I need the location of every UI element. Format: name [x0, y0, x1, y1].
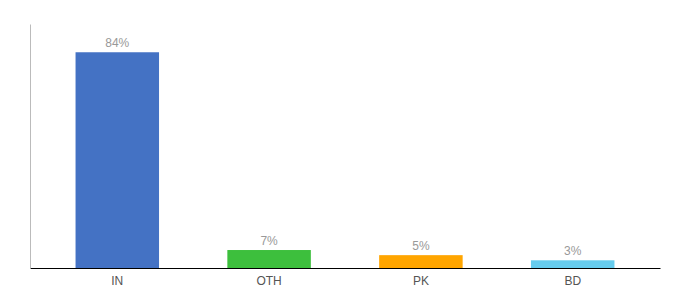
data-label: 84% [105, 36, 129, 50]
bar [76, 52, 159, 268]
x-tick: PK [413, 274, 429, 288]
data-label: 3% [564, 244, 582, 258]
x-tick-label: PK [413, 274, 429, 288]
bar [531, 260, 614, 268]
x-tick: IN [111, 274, 123, 288]
y-axis-line [30, 25, 31, 269]
x-axis: IN OTH PK BD [31, 269, 661, 288]
bar [227, 250, 310, 268]
bar [379, 255, 462, 268]
plot: IN OTH PK BD 84% 7% 5% 3% [31, 25, 661, 288]
x-tick-label: IN [111, 274, 123, 288]
chart-svg: IN OTH PK BD 84% 7% 5% 3% [0, 0, 680, 300]
x-tick: OTH [256, 274, 281, 288]
x-tick-label: OTH [256, 274, 281, 288]
x-tick-label: BD [564, 274, 581, 288]
y-axis [30, 25, 31, 269]
data-labels: 84% 7% 5% 3% [105, 36, 581, 258]
bars [76, 52, 615, 268]
data-label: 7% [260, 234, 278, 248]
chart-container: IN OTH PK BD 84% 7% 5% 3% [0, 0, 680, 300]
data-label: 5% [412, 239, 430, 253]
x-axis-line [31, 268, 661, 269]
x-tick: BD [564, 274, 581, 288]
